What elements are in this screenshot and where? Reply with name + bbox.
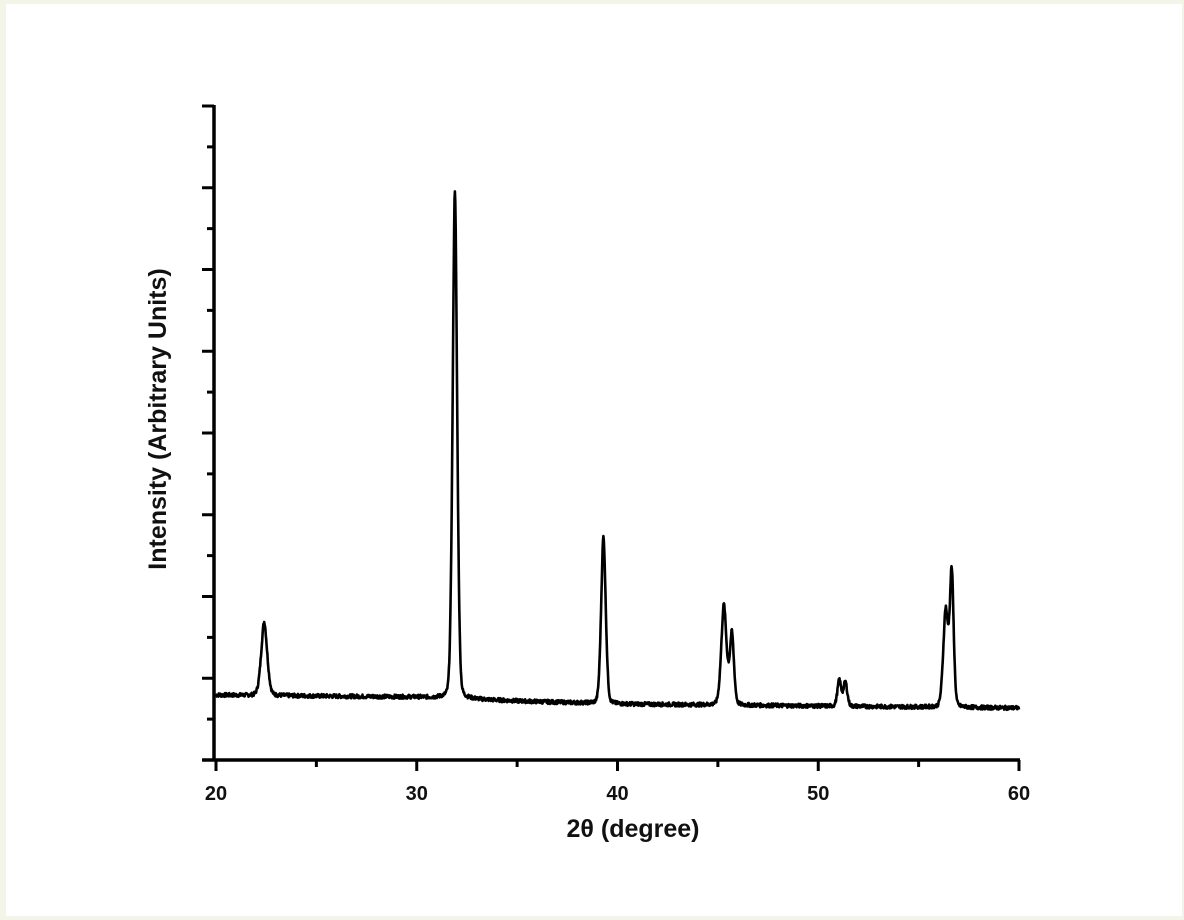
chart-canvas xyxy=(6,4,1182,916)
x-axis-title: 2θ (degree) xyxy=(567,815,700,843)
y-axis-title: Intensity (Arbitrary Units) xyxy=(144,268,172,569)
x-tick-label: 40 xyxy=(606,783,628,805)
y-axis xyxy=(202,104,216,762)
x-axis: 20 30 40 50 60 xyxy=(202,758,1030,805)
x-tick-label: 30 xyxy=(406,783,428,805)
xrd-pattern-line xyxy=(215,190,1021,712)
x-tick-label: 50 xyxy=(807,783,829,805)
x-tick-label: 60 xyxy=(1008,783,1030,805)
x-tick-label: 20 xyxy=(205,783,227,805)
